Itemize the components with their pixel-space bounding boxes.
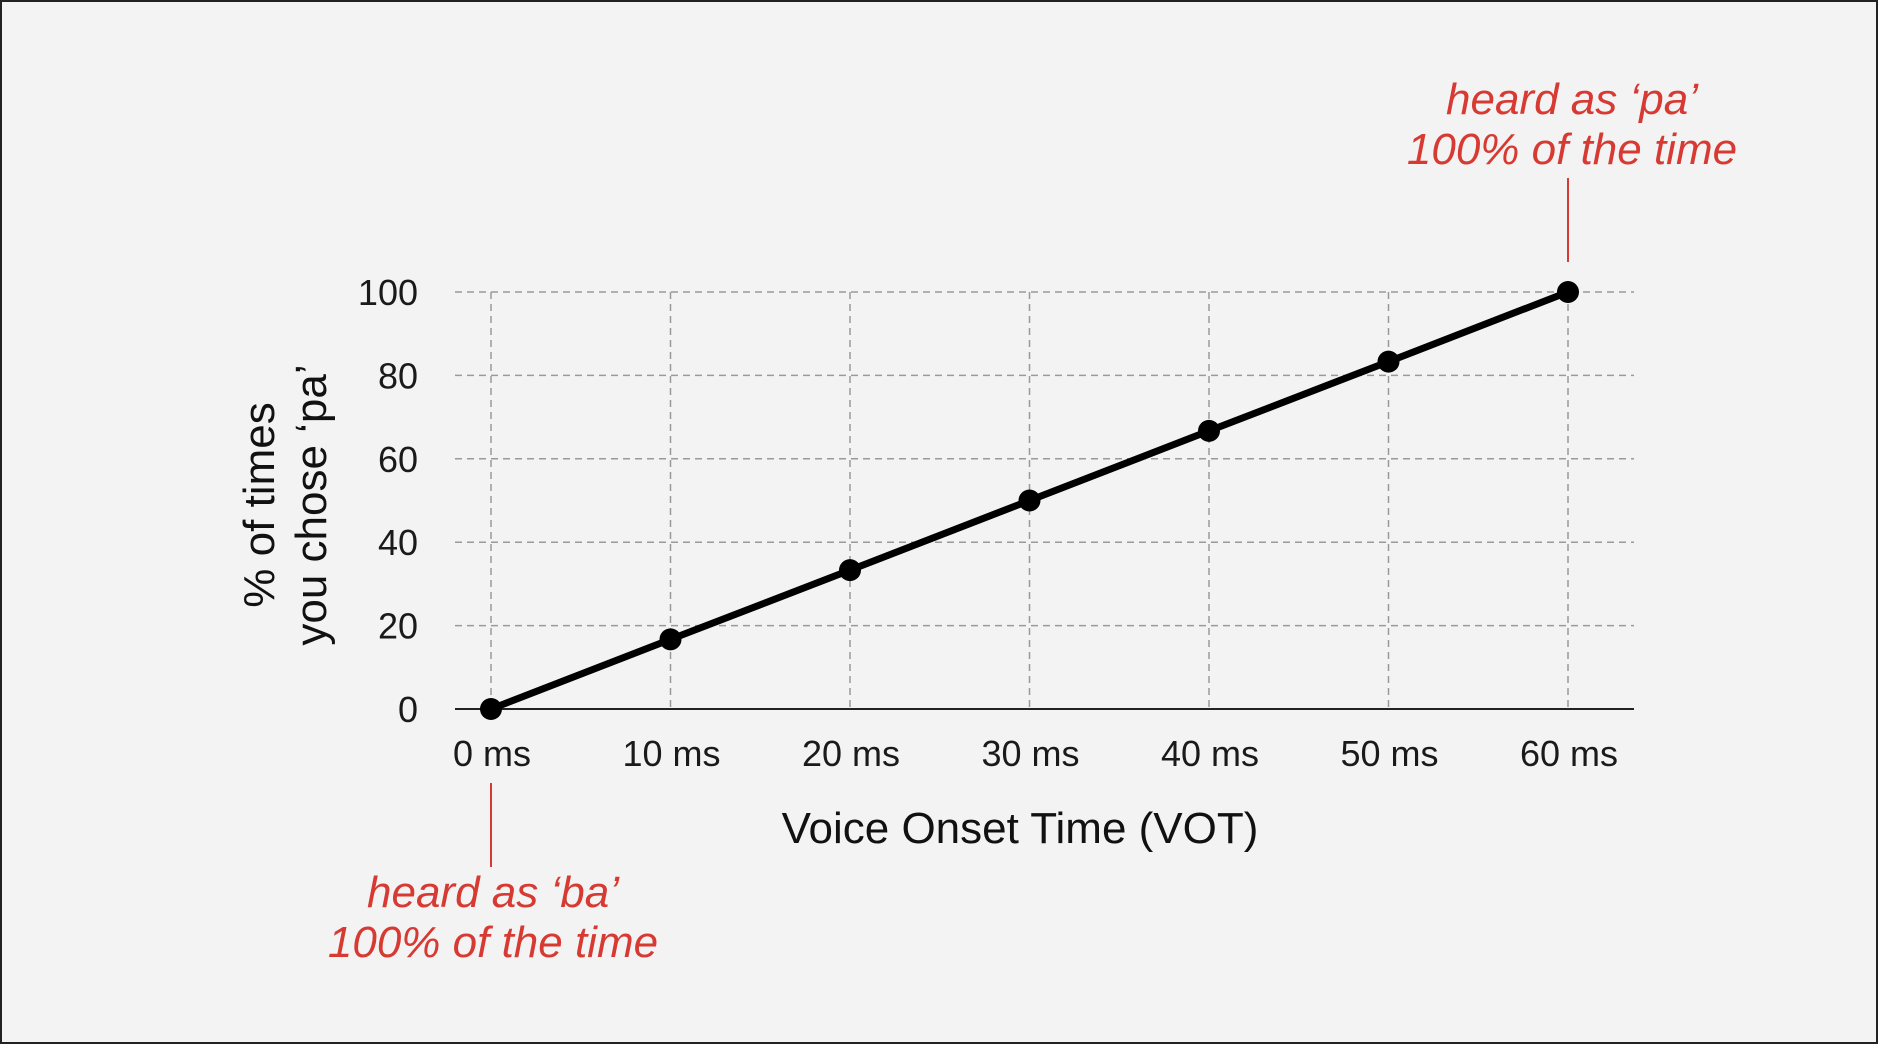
annotation-ba: heard as ‘ba’ 100% of the time <box>328 783 658 967</box>
y-tick-labels: 0 20 40 60 80 100 <box>358 272 418 730</box>
annotation-pa-line1: heard as ‘pa’ <box>1446 75 1699 124</box>
y-tick-label: 0 <box>398 689 418 730</box>
data-point <box>1557 281 1579 303</box>
annotation-pa-line2: 100% of the time <box>1407 125 1737 174</box>
y-axis-title: % of times you chose ‘pa’ <box>235 364 336 645</box>
x-axis-title: Voice Onset Time (VOT) <box>782 804 1259 853</box>
y-tick-label: 100 <box>358 272 418 313</box>
data-point <box>480 698 502 720</box>
x-tick-label: 40 ms <box>1161 733 1259 774</box>
annotation-ba-line1: heard as ‘ba’ <box>367 868 620 917</box>
data-point <box>659 628 682 651</box>
y-tick-label: 40 <box>378 522 418 563</box>
x-tick-label: 0 ms <box>453 733 531 774</box>
data-points <box>480 281 1579 720</box>
data-point <box>839 559 861 582</box>
y-tick-label: 80 <box>378 355 418 396</box>
annotation-ba-line2: 100% of the time <box>328 918 658 967</box>
x-tick-labels: 0 ms 10 ms 20 ms 30 ms 40 ms 50 ms 60 ms <box>453 733 1618 774</box>
y-tick-label: 60 <box>378 439 418 480</box>
x-tick-label: 50 ms <box>1340 733 1438 774</box>
data-point <box>1377 350 1400 373</box>
data-point <box>1198 419 1220 442</box>
x-tick-label: 20 ms <box>802 733 900 774</box>
x-tick-label: 10 ms <box>622 733 720 774</box>
x-tick-label: 60 ms <box>1520 733 1618 774</box>
y-axis-title-line2: you chose ‘pa’ <box>287 364 336 645</box>
y-axis-title-line1: % of times <box>235 402 284 607</box>
grid-lines <box>455 291 1634 709</box>
y-tick-label: 20 <box>378 606 418 647</box>
x-tick-label: 30 ms <box>981 733 1079 774</box>
data-point <box>1018 489 1041 512</box>
annotation-pa: heard as ‘pa’ 100% of the time <box>1407 75 1737 262</box>
